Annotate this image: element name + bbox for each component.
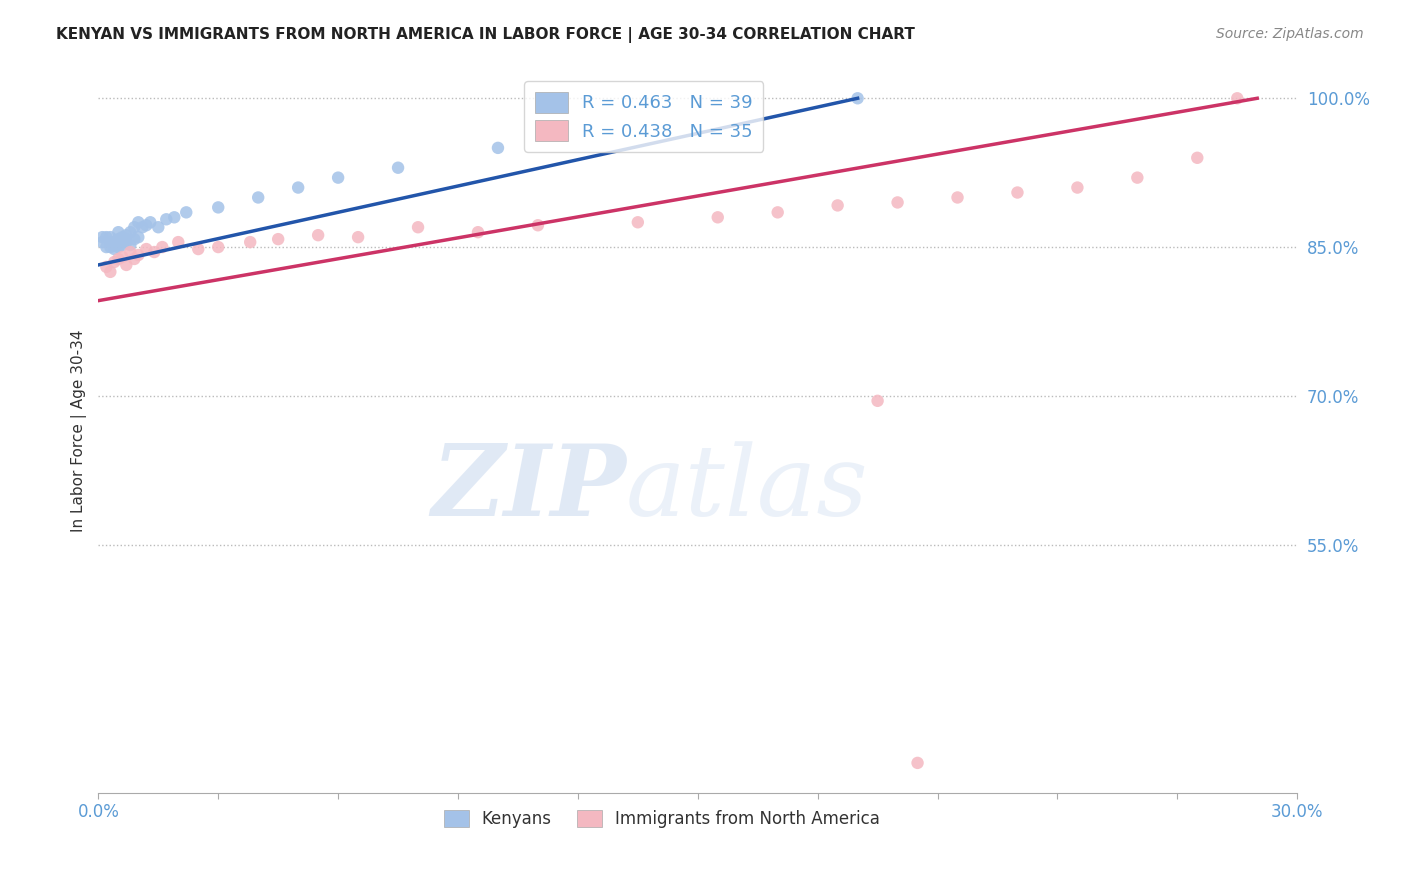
Point	[148, 220, 170, 235]
Point	[107, 225, 129, 239]
Point	[207, 240, 229, 254]
Point	[124, 232, 146, 246]
Point	[96, 230, 118, 244]
Y-axis label: In Labor Force | Age 30-34: In Labor Force | Age 30-34	[72, 329, 87, 532]
Point	[846, 91, 869, 105]
Point	[267, 232, 290, 246]
Point	[111, 230, 134, 244]
Point	[239, 235, 262, 249]
Point	[98, 265, 121, 279]
Point	[103, 242, 125, 256]
Point	[946, 190, 969, 204]
Point	[1126, 170, 1149, 185]
Point	[120, 245, 142, 260]
Point	[1066, 180, 1088, 194]
Point	[527, 219, 550, 233]
Point	[150, 240, 173, 254]
Point	[163, 211, 186, 225]
Point	[827, 198, 849, 212]
Point	[115, 235, 138, 249]
Point	[91, 230, 114, 244]
Point	[111, 235, 134, 249]
Point	[307, 228, 329, 243]
Point	[120, 238, 142, 252]
Point	[103, 255, 125, 269]
Point	[103, 238, 125, 252]
Point	[387, 161, 409, 175]
Point	[107, 240, 129, 254]
Point	[107, 252, 129, 266]
Point	[866, 393, 889, 408]
Point	[627, 215, 650, 229]
Point	[107, 232, 129, 246]
Point	[115, 258, 138, 272]
Text: atlas: atlas	[626, 441, 869, 536]
Text: ZIP: ZIP	[430, 441, 626, 537]
Point	[111, 250, 134, 264]
Point	[115, 228, 138, 243]
Point	[167, 235, 190, 249]
Point	[1007, 186, 1029, 200]
Point	[174, 205, 197, 219]
Point	[1226, 91, 1249, 105]
Point	[706, 211, 728, 225]
Point	[127, 215, 149, 229]
Point	[111, 238, 134, 252]
Point	[115, 232, 138, 246]
Point	[135, 219, 157, 233]
Point	[406, 220, 429, 235]
Point	[486, 141, 509, 155]
Point	[103, 235, 125, 249]
Point	[247, 190, 270, 204]
Point	[120, 225, 142, 239]
Point	[155, 212, 177, 227]
Point	[135, 242, 157, 256]
Point	[347, 230, 370, 244]
Point	[98, 235, 121, 249]
Point	[907, 756, 929, 770]
Point	[96, 240, 118, 254]
Point	[98, 240, 121, 254]
Point	[326, 170, 349, 185]
Point	[127, 230, 149, 244]
Point	[96, 260, 118, 274]
Point	[139, 215, 162, 229]
Point	[124, 252, 146, 266]
Point	[127, 248, 149, 262]
Point	[98, 230, 121, 244]
Point	[187, 242, 209, 256]
Text: KENYAN VS IMMIGRANTS FROM NORTH AMERICA IN LABOR FORCE | AGE 30-34 CORRELATION C: KENYAN VS IMMIGRANTS FROM NORTH AMERICA …	[56, 27, 915, 43]
Point	[207, 201, 229, 215]
Point	[1187, 151, 1209, 165]
Point	[467, 225, 489, 239]
Text: Source: ZipAtlas.com: Source: ZipAtlas.com	[1216, 27, 1364, 41]
Point	[131, 220, 153, 235]
Point	[287, 180, 309, 194]
Point	[124, 220, 146, 235]
Point	[91, 235, 114, 249]
Point	[766, 205, 789, 219]
Point	[143, 245, 166, 260]
Point	[886, 195, 908, 210]
Legend: Kenyans, Immigrants from North America: Kenyans, Immigrants from North America	[437, 804, 887, 835]
